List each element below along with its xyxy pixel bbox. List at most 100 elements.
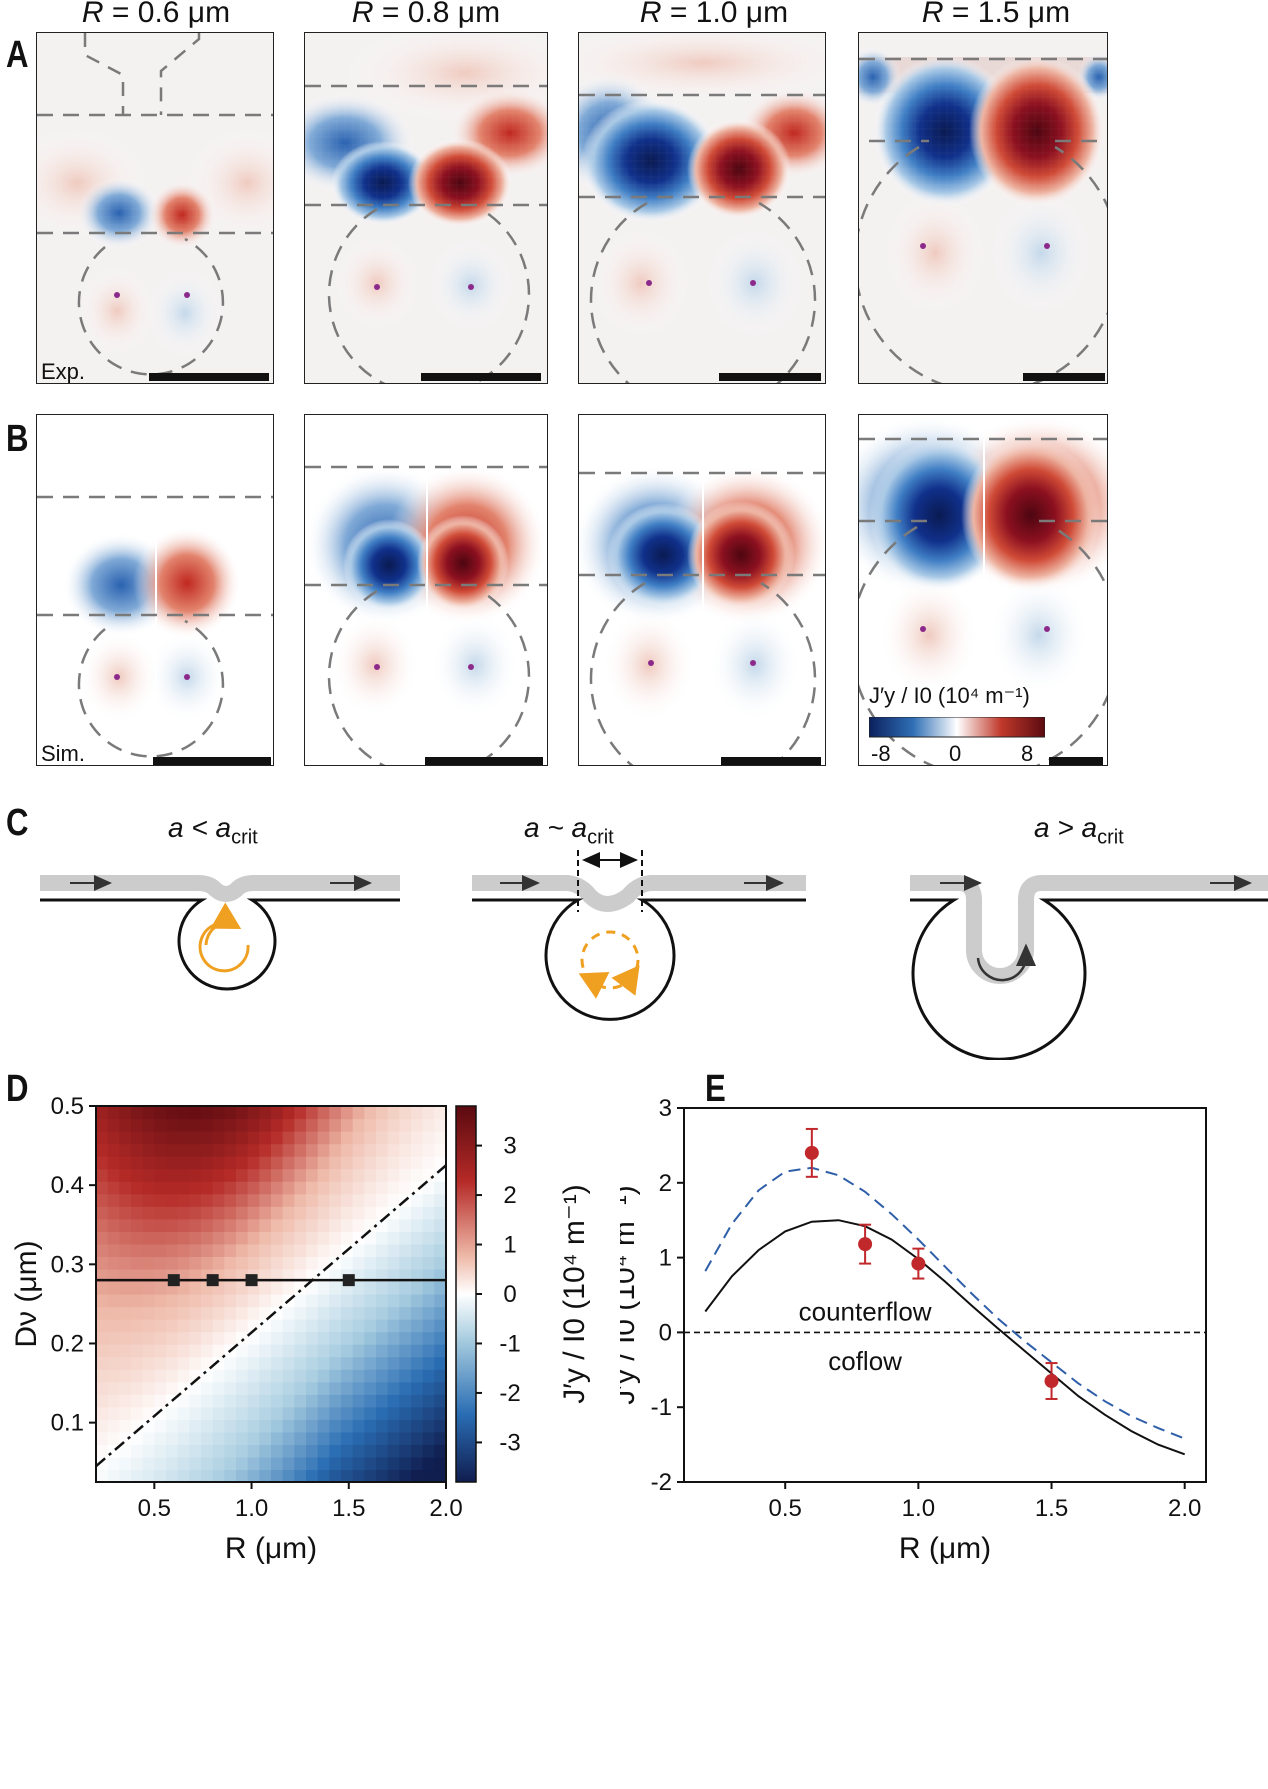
heatmap-cell [177, 1469, 190, 1483]
heatmap-cell [411, 1156, 424, 1170]
heatmap-cell [306, 1281, 319, 1295]
heatmap-cell [306, 1331, 319, 1345]
heatmap-cell [119, 1118, 132, 1132]
colorbar-tick-label: 2 [503, 1182, 516, 1209]
heatmap-cell [107, 1381, 120, 1395]
heatmap-cell [212, 1344, 225, 1358]
heatmap-cell [212, 1243, 225, 1257]
heatmap-cell [399, 1469, 412, 1483]
heatmap-cell [329, 1306, 342, 1320]
heatmap-cell [154, 1456, 167, 1471]
colorbar-tick-label: -1 [499, 1330, 520, 1357]
heatmap-cell [247, 1294, 260, 1308]
heatmap-cell [387, 1181, 400, 1195]
panel-letter-d: D [6, 1068, 29, 1110]
scale-bar [719, 373, 821, 381]
heatmap-cell [282, 1106, 295, 1120]
heatmap-d: 0.5 1.0 1.5 2.0 0.1 0.2 0.3 0.4 0.5 R (μm) Dν (μm)… [10, 1093, 591, 1565]
heatmap-cell [306, 1231, 319, 1245]
heatmap-cell [189, 1306, 202, 1320]
heatmap-cell [376, 1231, 389, 1245]
heatmap-cell [96, 1456, 109, 1471]
heatmap-cell [376, 1319, 389, 1333]
c-label-large: a > acrit [1034, 812, 1124, 849]
heatmap-cell [411, 1381, 424, 1395]
heatmap-cell [259, 1181, 272, 1195]
heatmap-cell [154, 1106, 167, 1120]
heatmap-cell [177, 1331, 190, 1345]
heatmap-cell [329, 1268, 342, 1283]
heatmap-cell [271, 1181, 284, 1195]
heatmap-cell [282, 1168, 295, 1182]
schematic-large-cavity [910, 875, 1268, 1060]
heatmap-cell [131, 1193, 144, 1207]
heatmap-cell [212, 1319, 225, 1333]
heatmap-cell [317, 1281, 330, 1295]
heatmap-cell [317, 1206, 330, 1220]
boundary-line [95, 1164, 447, 1468]
heatmap-cell [236, 1356, 249, 1370]
heatmap-cell [142, 1306, 155, 1320]
heatmap-cell [131, 1106, 144, 1120]
heatmap-cell [282, 1306, 295, 1320]
heatmap-cell [177, 1456, 190, 1471]
y-tick-label: 1 [659, 1245, 672, 1272]
heatmap-cell [364, 1181, 377, 1195]
heatmap-cell [271, 1331, 284, 1345]
heatmap-cell [224, 1281, 237, 1295]
heatmap-cell [166, 1294, 179, 1308]
heatmap-cell [212, 1381, 225, 1395]
heatmap-cell [376, 1118, 389, 1132]
heatmap-cell [399, 1281, 412, 1295]
heatmap-cell [131, 1156, 144, 1170]
heatmap-cell [107, 1131, 120, 1145]
heatmap-cell [201, 1469, 214, 1483]
heatmap-cell [177, 1444, 190, 1458]
heatmap-cell [154, 1118, 167, 1132]
heatmap-cell [259, 1431, 272, 1445]
heatmap-cell [364, 1331, 377, 1345]
heatmap-cell [341, 1319, 354, 1333]
heatmap-cell [119, 1131, 132, 1145]
heatmap-cell [107, 1369, 120, 1383]
heatmap-cell [259, 1256, 272, 1270]
panel-letter-a: A [6, 34, 29, 76]
heatmap-cell [399, 1118, 412, 1132]
heatmap-cell [131, 1406, 144, 1420]
series-solid-black [704, 1219, 1186, 1456]
heatmap-cell [271, 1406, 284, 1420]
heatmap-cell [399, 1268, 412, 1283]
heatmap-cell [282, 1131, 295, 1145]
heatmap-cell [352, 1218, 365, 1232]
heatmap-cell [166, 1256, 179, 1270]
heatmap-cell [387, 1256, 400, 1270]
heatmap-cell [247, 1344, 260, 1358]
heatmap-cell [411, 1168, 424, 1182]
heatmap-cell [142, 1406, 155, 1420]
scale-bar [1049, 757, 1103, 765]
heatmap-cell [131, 1231, 144, 1245]
heatmap-cell [154, 1181, 167, 1195]
heatmap-cell [294, 1193, 307, 1207]
heatmap-cell [434, 1106, 447, 1120]
heatmap-cell [364, 1118, 377, 1132]
heatmap-cell [212, 1294, 225, 1308]
heatmap-cell [422, 1168, 435, 1182]
heatmap-cell [364, 1431, 377, 1445]
heatmap-cell [341, 1131, 354, 1145]
heatmap-cell [96, 1469, 109, 1483]
scale-bar [421, 373, 541, 381]
heatmap-cell [259, 1131, 272, 1145]
heatmap-cell [341, 1193, 354, 1207]
heatmap-cell [399, 1394, 412, 1408]
heatmap-cell [294, 1456, 307, 1471]
heatmap-cell [317, 1294, 330, 1308]
heatmap-cell [411, 1294, 424, 1308]
heatmap-cell [317, 1344, 330, 1358]
heatmap-cell [399, 1106, 412, 1120]
heatmap-cell [96, 1143, 109, 1157]
heatmap-cell [422, 1181, 435, 1195]
heatmap-cell [317, 1356, 330, 1370]
heatmap-cell [166, 1419, 179, 1433]
heatmap-cell [329, 1381, 342, 1395]
